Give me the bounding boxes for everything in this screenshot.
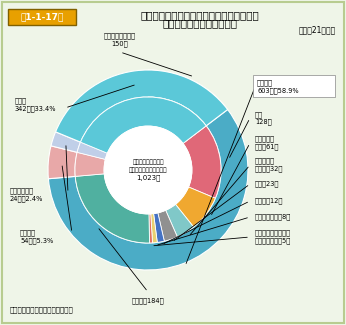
Text: 泥酔　23人: 泥酔 23人 xyxy=(255,181,279,187)
Circle shape xyxy=(104,126,192,214)
Text: 著衣著火
54人　5.3%: 著衣著火 54人 5.3% xyxy=(20,230,53,244)
Text: （放火自殺者等を除く。）: （放火自殺者等を除く。） xyxy=(163,18,237,28)
Text: 住宅火災による死者: 住宅火災による死者 xyxy=(132,159,164,165)
Text: （平成21年中）: （平成21年中） xyxy=(299,25,336,34)
Text: 持ち出し品・服装に
気をとられて　5人: 持ち出し品・服装に 気をとられて 5人 xyxy=(255,230,291,244)
Text: （放火自殺者等を除く）: （放火自殺者等を除く） xyxy=(129,167,167,173)
Text: 出火後再進入
24人　2.4%: 出火後再進入 24人 2.4% xyxy=(10,188,43,202)
Wedge shape xyxy=(149,214,153,243)
Text: 熟睢
128人: 熟睢 128人 xyxy=(255,111,272,125)
Text: 消火しよう
として　32人: 消火しよう として 32人 xyxy=(255,158,283,172)
Wedge shape xyxy=(151,214,157,243)
Wedge shape xyxy=(148,97,206,143)
Text: 延焼拡大が
早く　61人: 延焼拡大が 早く 61人 xyxy=(255,136,279,150)
Text: その他　184人: その他 184人 xyxy=(132,297,164,304)
Text: その他
342人　33.4%: その他 342人 33.4% xyxy=(15,98,56,112)
Text: 1,023人: 1,023人 xyxy=(136,175,160,181)
Bar xyxy=(253,75,335,97)
Wedge shape xyxy=(154,213,164,242)
Text: ろうばいして　8人: ろうばいして 8人 xyxy=(255,214,291,220)
Wedge shape xyxy=(158,210,177,241)
Wedge shape xyxy=(81,97,206,153)
Text: 第1-1-17図: 第1-1-17図 xyxy=(20,12,64,21)
Wedge shape xyxy=(175,187,215,227)
Wedge shape xyxy=(48,146,77,179)
Text: （備考）「火災報告」により作成: （備考）「火災報告」により作成 xyxy=(10,306,74,313)
Wedge shape xyxy=(77,142,107,159)
Text: 住宅火災の死に至った経過別死者発生状況: 住宅火災の死に至った経過別死者発生状況 xyxy=(140,10,260,20)
Wedge shape xyxy=(183,126,221,198)
Text: 乳幼児　12人: 乳幼児 12人 xyxy=(255,198,283,204)
Wedge shape xyxy=(56,70,228,142)
Bar xyxy=(8,9,76,25)
Text: 病気・身体不自由
150人: 病気・身体不自由 150人 xyxy=(104,33,136,47)
Wedge shape xyxy=(148,70,228,126)
Wedge shape xyxy=(48,110,248,270)
Wedge shape xyxy=(166,204,194,237)
Wedge shape xyxy=(51,132,81,152)
Wedge shape xyxy=(75,174,149,243)
Text: 逃げ遅れ
603人　58.9%: 逃げ遅れ 603人 58.9% xyxy=(257,80,299,94)
Wedge shape xyxy=(75,152,105,176)
